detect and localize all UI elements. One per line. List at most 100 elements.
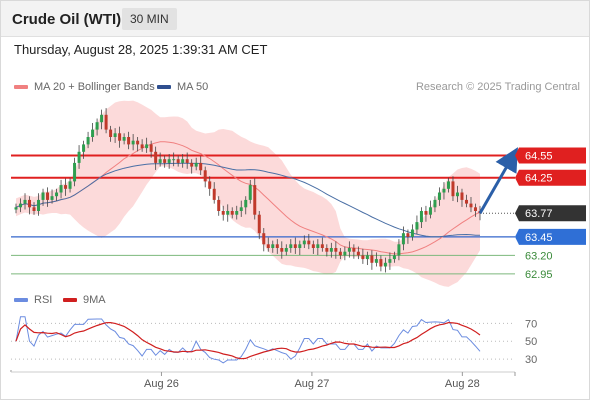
candle-body	[352, 248, 356, 252]
candle-body	[410, 229, 414, 237]
candle-body	[176, 159, 180, 163]
ma50-line	[15, 162, 480, 238]
ma20-label: MA 20 + Bollinger Bands	[34, 81, 155, 93]
rsi-level-label-30: 30	[525, 354, 537, 366]
ma20-swatch	[14, 85, 28, 89]
candle-body	[338, 251, 342, 256]
candle-body	[100, 114, 104, 123]
price-tag-bg-63.77	[515, 205, 586, 222]
candle-body	[473, 207, 477, 211]
candle-body	[41, 192, 45, 200]
candle-body	[307, 240, 311, 245]
price-tags: 64.55 64.25 63.77 63.45 63.20 62.95	[515, 147, 586, 281]
candle-body	[280, 248, 284, 252]
timeframe-badge[interactable]: 30 MIN	[122, 8, 177, 30]
candle-body	[95, 122, 99, 130]
candle-body	[185, 159, 189, 163]
candle-body	[334, 248, 338, 252]
price-tag-63.77: 63.77	[525, 208, 553, 220]
rsi-ma-swatch	[63, 298, 77, 302]
rsi-line	[15, 316, 481, 364]
rsi-ma-label: 9MA	[83, 294, 106, 306]
candle-body	[392, 255, 396, 260]
candle-body	[248, 185, 252, 200]
candle-body	[415, 222, 419, 230]
time-axis: Aug 26 Aug 27 Aug 28	[10, 370, 516, 390]
bollinger-band-fill	[16, 100, 480, 287]
candle-body	[118, 133, 122, 141]
candle-body	[140, 144, 144, 149]
candle-body	[68, 181, 72, 189]
candle-body	[19, 203, 23, 208]
candle-body	[154, 151, 158, 163]
candle-body	[383, 262, 387, 267]
candle-body	[388, 259, 392, 263]
candle-body	[131, 140, 135, 145]
candle-body	[325, 248, 329, 252]
candle-body	[109, 129, 113, 137]
candle-body	[217, 199, 221, 211]
candle-body	[275, 244, 279, 248]
candle-body	[257, 214, 261, 234]
rsi-swatch	[14, 298, 28, 302]
price-tag-bg-64.25	[515, 169, 586, 186]
candle-body	[226, 211, 230, 215]
price-tag-bg-64.55	[515, 147, 586, 164]
candle-body	[293, 244, 297, 248]
candle-body	[419, 211, 423, 223]
candle-body	[86, 137, 90, 145]
candle-body	[374, 259, 378, 263]
instrument-title: Crude Oil (WTI)	[12, 11, 122, 28]
candle-body	[14, 207, 18, 210]
candle-body	[55, 192, 59, 197]
candle-body	[379, 259, 383, 267]
candle-body	[212, 188, 216, 200]
candle-body	[284, 248, 288, 252]
candle-body	[167, 159, 171, 163]
candle-body	[46, 192, 50, 200]
candle-body	[136, 140, 140, 145]
candle-body	[32, 207, 36, 211]
candle-body	[37, 199, 41, 211]
candle-body	[266, 244, 270, 248]
rsi-panel: 70 50 30	[11, 316, 537, 366]
candle-body	[311, 244, 315, 248]
moving-averages	[15, 141, 481, 255]
candle-body	[365, 255, 369, 260]
candle-body	[316, 244, 320, 248]
candle-body	[239, 207, 243, 211]
candle-body	[329, 248, 333, 252]
candle-body	[397, 244, 401, 256]
time-tick-label-Aug 28: Aug 28	[445, 378, 480, 390]
time-tick-label-Aug 27: Aug 27	[294, 378, 329, 390]
candle-body	[28, 199, 32, 208]
candle-body	[406, 233, 410, 237]
candle-body	[190, 162, 194, 167]
candle-body	[221, 211, 225, 215]
candles	[14, 108, 482, 273]
candle-body	[451, 181, 455, 197]
candle-body	[455, 192, 459, 197]
candle-body	[244, 199, 248, 208]
candle-body	[230, 211, 234, 215]
candle-body	[82, 144, 86, 152]
price-tag-63.20: 63.20	[525, 250, 553, 262]
candle-body	[235, 211, 239, 215]
candle-body	[104, 114, 108, 130]
rsi-level-label-70: 70	[525, 318, 537, 330]
candle-body	[203, 170, 207, 182]
candle-body	[149, 144, 153, 152]
forecast-arrow	[478, 147, 518, 214]
price-tag-bg-63.45	[515, 228, 586, 245]
price-tag-63.45: 63.45	[525, 232, 553, 244]
legend-rsi: RSI	[14, 294, 52, 306]
candle-body	[262, 233, 266, 245]
candle-body	[289, 244, 293, 248]
ma50-label: MA 50	[177, 81, 209, 93]
candle-body	[298, 244, 302, 248]
candle-body	[460, 192, 464, 200]
ma50-swatch	[157, 85, 171, 89]
candle-body	[370, 255, 374, 263]
candle-body	[356, 251, 360, 256]
